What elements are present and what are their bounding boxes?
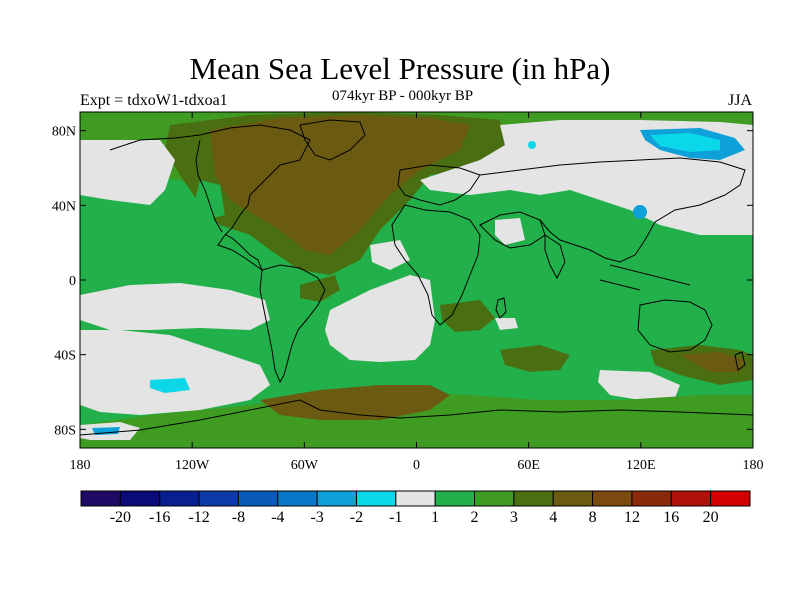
colorbar: -20 -16 -12 -8 -4 -3 -2 -1 1 2 3 4 8 12 16 20 — [80, 490, 751, 526]
pressure-anomaly-field — [80, 112, 753, 448]
y-tick-label: 40N — [52, 199, 76, 214]
colorbar-label: -4 — [271, 509, 284, 526]
colorbar-swatch — [434, 490, 476, 507]
y-tick-label: 80S — [54, 423, 76, 438]
map-axes: 180 120W 60W 0 60E 120E 180 80N 40N 0 40S 80S — [52, 112, 764, 473]
colorbar-swatch — [592, 490, 633, 507]
y-tick-label: 40S — [54, 349, 76, 364]
field-southern-africa-olive — [440, 300, 495, 332]
colorbar-swatch — [355, 490, 397, 507]
colorbar-label: 20 — [703, 509, 719, 526]
field-indian-ocean-gray — [495, 318, 518, 330]
field-east-asia-blue — [633, 205, 647, 219]
colorbar-swatch — [80, 490, 121, 507]
period-label: 074kyr BP - 000kyr BP — [332, 88, 474, 104]
field-southeast-brown — [680, 352, 745, 372]
field-northeast-pacific-green — [195, 180, 225, 220]
colorbar-swatch — [395, 490, 436, 507]
colorbar-swatch — [513, 490, 554, 507]
x-tick-label: 180 — [743, 458, 764, 473]
colorbar-label: 8 — [589, 509, 597, 526]
colorbar-swatch — [159, 490, 200, 507]
colorbar-label: 16 — [663, 509, 679, 526]
colorbar-swatch — [119, 490, 161, 507]
coastlines — [80, 119, 753, 436]
x-tick-label: 120E — [626, 458, 656, 473]
field-arabia-gray — [495, 218, 525, 245]
x-tick-label: 180 — [70, 458, 91, 473]
field-tropical-pacific-gray — [80, 283, 270, 330]
field-southern-ocean-band — [80, 392, 753, 448]
colorbar-label: -12 — [188, 509, 209, 526]
field-northeast-cyan — [650, 133, 720, 152]
colorbar-label: -20 — [110, 509, 131, 526]
field-south-indian-gray — [598, 370, 680, 400]
x-tick-label: 60E — [517, 458, 540, 473]
field-west-africa-gray — [370, 240, 410, 270]
season-label: JJA — [727, 92, 752, 109]
colorbar-swatch — [631, 490, 672, 507]
colorbar-label: -16 — [149, 509, 170, 526]
field-tropical-atlantic-olive — [300, 275, 340, 302]
colorbar-swatch — [316, 490, 357, 507]
colorbar-label: 2 — [471, 509, 479, 526]
x-tick-label: 120W — [175, 458, 210, 473]
x-tick-label: 60W — [291, 458, 319, 473]
colorbar-label: -8 — [232, 509, 245, 526]
field-northwest-gray — [80, 140, 175, 205]
field-south-pacific-gray — [80, 330, 270, 415]
colorbar-swatch — [552, 490, 594, 507]
y-tick-label: 80N — [52, 125, 76, 140]
colorbar-swatch — [277, 490, 318, 507]
y-tick-label: 0 — [69, 274, 76, 289]
colorbar-label: -3 — [310, 509, 323, 526]
colorbar-label: 12 — [624, 509, 640, 526]
colorbar-label: 3 — [510, 509, 518, 526]
colorbar-swatch — [198, 490, 239, 507]
field-south-pacific-cyan — [150, 378, 190, 393]
field-southern-ocean-brown — [260, 385, 450, 420]
colorbar-swatch — [237, 490, 279, 507]
x-tick-label: 0 — [413, 458, 420, 473]
colorbar-label: -2 — [350, 509, 363, 526]
colorbar-label: 4 — [549, 509, 557, 526]
chart-title: Mean Sea Level Pressure (in hPa) — [189, 51, 611, 86]
colorbar-swatch — [710, 490, 751, 507]
colorbar-swatch — [670, 490, 712, 507]
field-south-indian-olive — [500, 345, 570, 372]
field-north-cyan-spot — [528, 141, 536, 149]
colorbar-label: -1 — [389, 509, 402, 526]
field-south-atlantic-gray — [325, 275, 435, 362]
field-north-atlantic-brown — [210, 115, 470, 255]
colorbar-swatch — [474, 490, 515, 507]
colorbar-label: 1 — [431, 509, 439, 526]
experiment-label: Expt = tdxoW1-tdxoa1 — [80, 92, 228, 109]
